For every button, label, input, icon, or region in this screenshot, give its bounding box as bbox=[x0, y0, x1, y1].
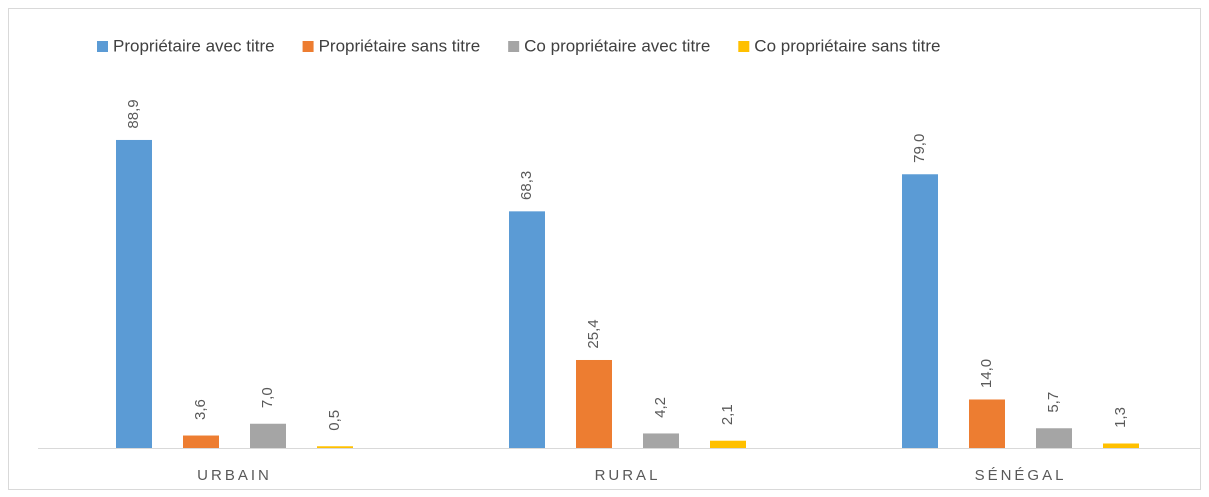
legend-swatch bbox=[508, 41, 520, 52]
legend-label: Co propriétaire avec titre bbox=[524, 36, 710, 55]
legend-swatch bbox=[738, 41, 750, 52]
value-label: 0,5 bbox=[326, 410, 343, 431]
bar bbox=[902, 174, 938, 448]
value-label: 79,0 bbox=[911, 134, 928, 163]
value-label: 14,0 bbox=[978, 359, 995, 388]
bar bbox=[183, 435, 219, 448]
legend-label: Co propriétaire sans titre bbox=[754, 36, 940, 55]
x-tick-label: URBAIN bbox=[197, 467, 272, 484]
value-label: 7,0 bbox=[259, 387, 276, 408]
value-label: 1,3 bbox=[1112, 407, 1129, 428]
legend-swatch bbox=[302, 41, 314, 52]
bar bbox=[116, 139, 152, 449]
legend-label: Propriétaire sans titre bbox=[319, 36, 481, 55]
value-label: 2,1 bbox=[719, 404, 736, 425]
bar bbox=[317, 446, 353, 448]
bar bbox=[576, 359, 612, 448]
bar bbox=[1103, 443, 1139, 448]
legend-label: Propriétaire avec titre bbox=[113, 36, 275, 55]
x-tick-label: SÉNÉGAL bbox=[975, 467, 1067, 484]
value-label: 68,3 bbox=[518, 171, 535, 200]
value-label: 88,9 bbox=[125, 99, 142, 128]
bar bbox=[643, 433, 679, 448]
bar bbox=[969, 399, 1005, 448]
bar bbox=[710, 440, 746, 448]
bar bbox=[1036, 428, 1072, 448]
x-tick-label: RURAL bbox=[595, 467, 661, 484]
bar bbox=[509, 211, 545, 448]
value-label: 25,4 bbox=[585, 319, 602, 348]
value-label: 4,2 bbox=[652, 397, 669, 418]
bar bbox=[250, 423, 286, 448]
legend-swatch bbox=[97, 41, 108, 52]
value-label: 3,6 bbox=[192, 399, 209, 420]
value-label: 5,7 bbox=[1045, 392, 1062, 413]
